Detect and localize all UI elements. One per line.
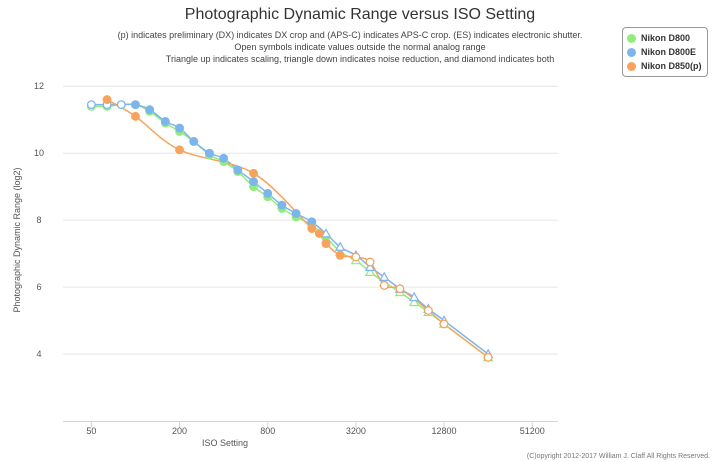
legend-item-d800[interactable]: Nikon D800 bbox=[627, 31, 703, 45]
legend-label-d800: Nikon D800 bbox=[641, 33, 691, 43]
data-point-circle[interactable] bbox=[395, 284, 405, 294]
y-tick-label: 6 bbox=[36, 282, 41, 292]
data-point-circle[interactable] bbox=[249, 177, 258, 187]
data-point-triangle[interactable] bbox=[408, 296, 420, 307]
y-axis-ticks: 4 6 8 10 12 bbox=[34, 81, 44, 359]
data-point-triangle[interactable] bbox=[334, 241, 346, 251]
data-point-circle[interactable] bbox=[102, 95, 112, 105]
y-tick-label: 4 bbox=[36, 349, 41, 359]
legend-marker-d800 bbox=[627, 33, 636, 43]
series-line-d850 bbox=[106, 98, 489, 358]
x-axis: 50 200 800 3200 12800 51200 bbox=[63, 421, 558, 436]
x-axis-title: ISO Setting bbox=[202, 438, 248, 448]
x-tick-label: 50 bbox=[86, 426, 96, 436]
data-point-circle[interactable] bbox=[175, 145, 184, 155]
data-point-circle[interactable] bbox=[291, 208, 301, 218]
data-point-circle[interactable] bbox=[131, 100, 140, 110]
series-markers-d800e bbox=[86, 100, 494, 359]
plot-area bbox=[86, 95, 494, 362]
x-tick-label: 800 bbox=[260, 426, 275, 436]
data-point-triangle[interactable] bbox=[320, 228, 332, 238]
data-point-circle[interactable] bbox=[321, 239, 331, 249]
data-point-circle[interactable] bbox=[160, 116, 170, 126]
legend-label-d800e: Nikon D800E bbox=[641, 47, 697, 57]
x-tick-label: 3200 bbox=[346, 426, 366, 436]
chart-subtitle-line-1: (p) indicates preliminary (DX) indicates… bbox=[118, 30, 583, 40]
legend-item-d800e[interactable]: Nikon D800E bbox=[627, 45, 703, 59]
data-point-triangle[interactable] bbox=[379, 271, 390, 282]
chart-title: Photographic Dynamic Range versus ISO Se… bbox=[185, 6, 535, 23]
data-point-circle[interactable] bbox=[483, 352, 493, 362]
x-tick-label: 200 bbox=[172, 426, 187, 436]
y-tick-label: 12 bbox=[34, 81, 44, 91]
chart-legend: Nikon D800 Nikon D800E Nikon D850(p) bbox=[622, 27, 708, 77]
series-line-d800e bbox=[91, 103, 489, 355]
series-line-d800 bbox=[91, 103, 489, 358]
chart-subtitle-line-2: Open symbols indicate values outside the… bbox=[234, 42, 485, 52]
data-point-circle[interactable] bbox=[365, 257, 375, 267]
data-point-triangle[interactable] bbox=[408, 291, 420, 302]
data-point-circle[interactable] bbox=[145, 105, 155, 115]
data-point-circle[interactable] bbox=[233, 165, 243, 175]
x-tick-label: 12800 bbox=[432, 426, 457, 436]
data-point-circle[interactable] bbox=[351, 252, 361, 262]
data-point-circle[interactable] bbox=[314, 229, 324, 238]
data-point-circle[interactable] bbox=[175, 123, 184, 133]
y-axis-title: Photographic Dynamic Range (log2) bbox=[12, 167, 22, 312]
legend-item-d850[interactable]: Nikon D850(p) bbox=[627, 59, 703, 73]
y-tick-label: 10 bbox=[34, 148, 44, 158]
legend-marker-d800e bbox=[627, 47, 636, 57]
y-tick-label: 8 bbox=[36, 215, 41, 225]
data-point-circle[interactable] bbox=[116, 100, 126, 110]
data-point-circle[interactable] bbox=[249, 168, 258, 178]
data-point-circle[interactable] bbox=[131, 111, 140, 121]
series-markers-d800 bbox=[86, 100, 494, 362]
data-point-circle[interactable] bbox=[204, 148, 214, 158]
data-point-circle[interactable] bbox=[263, 188, 273, 198]
data-point-circle[interactable] bbox=[307, 224, 317, 233]
data-point-circle[interactable] bbox=[423, 306, 433, 315]
data-point-circle[interactable] bbox=[219, 153, 229, 163]
chart-subtitle-line-3: Triangle up indicates scaling, triangle … bbox=[166, 54, 554, 64]
legend-label-d850: Nikon D850(p) bbox=[641, 61, 702, 71]
credits-text: (C)opyright 2012-2017 William J. Claff A… bbox=[527, 453, 710, 460]
data-point-circle[interactable] bbox=[86, 100, 96, 110]
data-point-triangle[interactable] bbox=[364, 261, 376, 271]
data-point-triangle[interactable] bbox=[364, 266, 376, 276]
data-point-circle[interactable] bbox=[335, 250, 345, 260]
data-point-circle[interactable] bbox=[277, 200, 287, 210]
data-point-circle[interactable] bbox=[379, 280, 389, 290]
data-point-circle[interactable] bbox=[439, 319, 449, 329]
data-point-circle[interactable] bbox=[189, 137, 199, 146]
legend-marker-d850 bbox=[627, 61, 636, 71]
series-markers-d850 bbox=[102, 95, 493, 362]
x-tick-label: 51200 bbox=[520, 426, 545, 436]
